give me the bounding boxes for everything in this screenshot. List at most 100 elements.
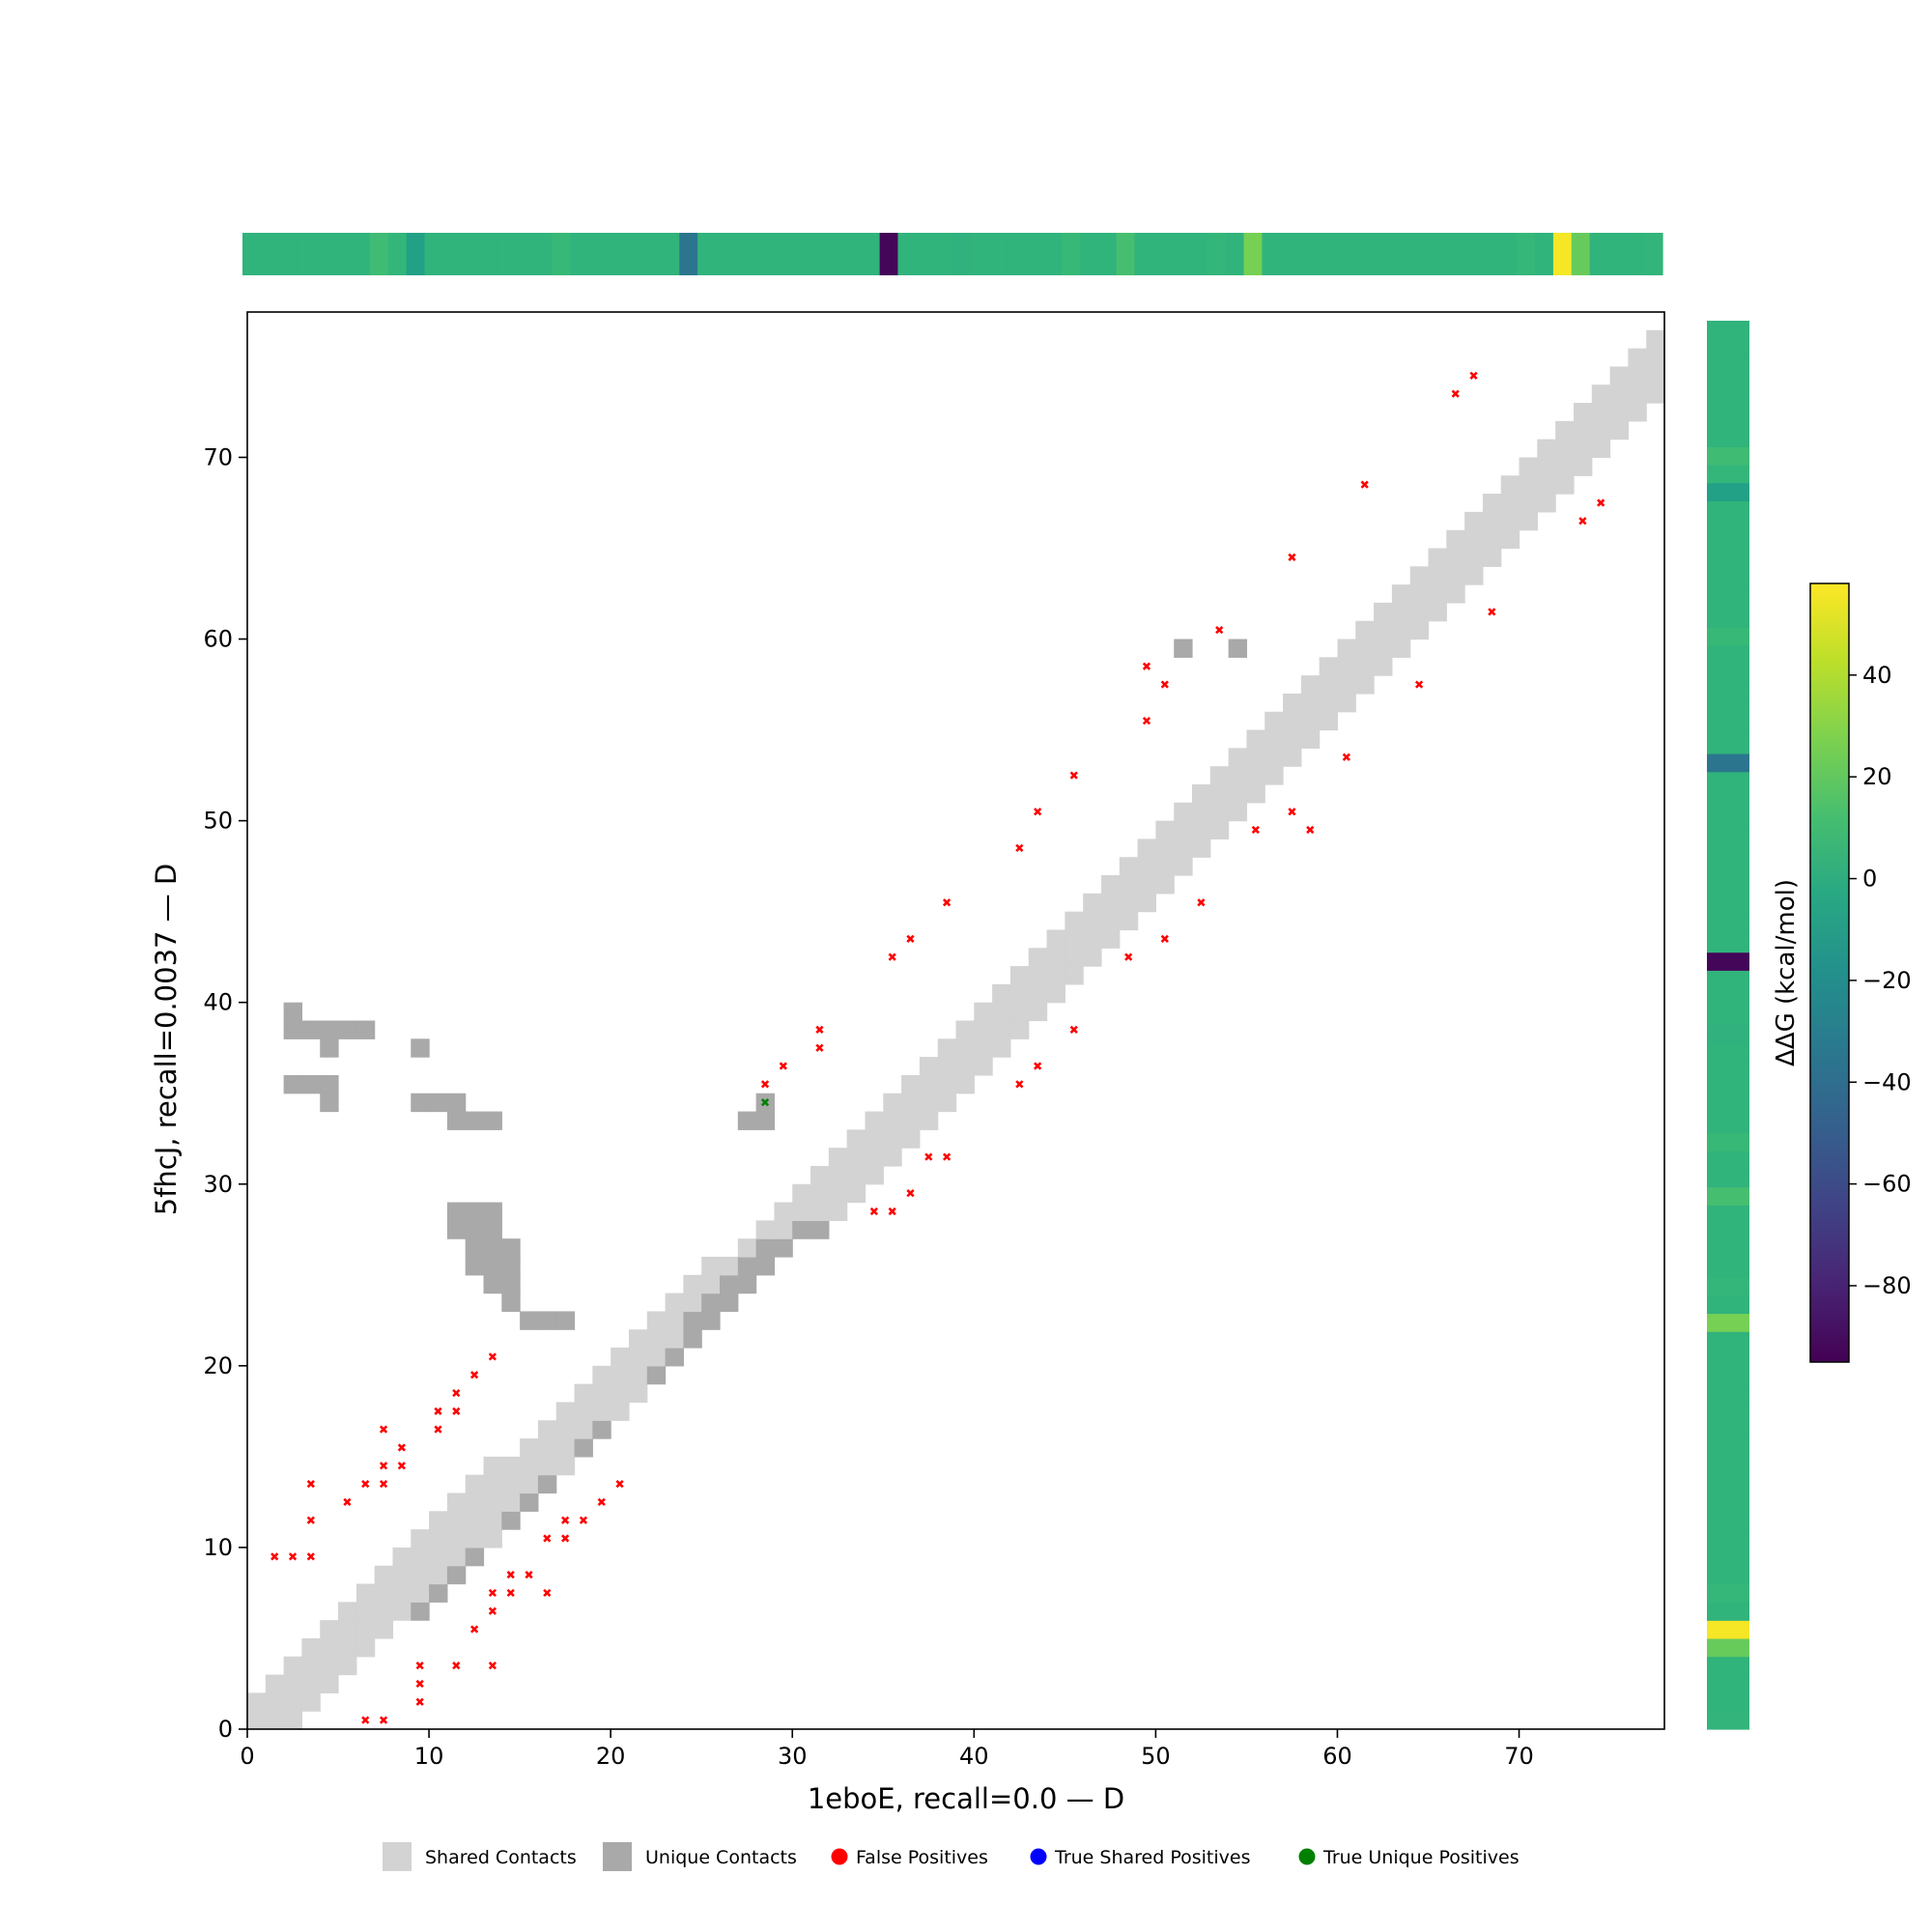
legend-label: Shared Contacts	[425, 1847, 577, 1868]
unique-contact-cell	[592, 1420, 611, 1439]
false-positive-marker	[415, 1679, 424, 1689]
unique-contact-cell	[320, 1020, 339, 1039]
ddg-right-cell	[1707, 844, 1749, 864]
ddg-top-cell	[533, 233, 553, 275]
shared-contact-cell	[301, 1656, 321, 1676]
shared-contact-cell	[1591, 439, 1611, 459]
shared-contact-cell	[883, 1129, 902, 1149]
shared-contact-cell	[883, 1148, 902, 1167]
shared-contact-cell	[429, 1565, 448, 1585]
ddg-top-cell	[1298, 233, 1318, 275]
shared-contact-cell	[992, 1020, 1011, 1039]
shared-contact-cell	[919, 1057, 939, 1076]
shared-contact-cell	[1137, 893, 1156, 913]
shared-contact-cell	[1100, 911, 1121, 931]
shared-contact-cell	[1028, 983, 1048, 1004]
shared-contact-cell	[955, 1057, 975, 1076]
shared-contact-cell	[392, 1565, 412, 1585]
shared-contact-cell	[574, 1402, 593, 1421]
shared-contact-cell	[1009, 1002, 1030, 1022]
ddg-top-cell	[1498, 233, 1518, 275]
ddg-right-cell	[1707, 1260, 1749, 1279]
false-positive-marker	[888, 952, 896, 961]
ddg-top-cell	[424, 233, 443, 275]
shared-contact-cell	[1628, 403, 1647, 422]
ddg-right-cell	[1707, 591, 1749, 611]
shared-contact-cell	[1319, 693, 1339, 713]
shared-contact-cell	[1083, 929, 1102, 949]
shared-contact-cell	[865, 1165, 884, 1185]
unique-contact-cell	[411, 1038, 430, 1058]
colorbar-tick-label: −80	[1862, 1272, 1912, 1299]
shared-contact-cell	[992, 1038, 1011, 1058]
false-positive-marker	[506, 1588, 515, 1598]
unique-contact-cell	[720, 1274, 739, 1294]
shared-contact-cell	[1355, 675, 1375, 695]
ddg-top-cell	[642, 233, 663, 275]
false-positive-marker	[1469, 371, 1478, 380]
unique-contact-cell	[1174, 639, 1193, 658]
shared-contact-cell	[1300, 711, 1321, 731]
shared-contact-cell	[555, 1402, 576, 1421]
marker-layer	[270, 371, 1605, 1724]
shared-contact-cell	[1555, 420, 1575, 440]
shared-contact-cell	[611, 1365, 630, 1385]
ddg-top-cell	[497, 233, 517, 275]
ddg-top-cell	[1389, 233, 1408, 275]
false-positive-marker	[506, 1571, 515, 1579]
false-positive-marker	[615, 1479, 624, 1489]
ddg-right-cell	[1707, 627, 1749, 647]
shared-contact-cell	[1482, 529, 1502, 550]
ddg-right-cell	[1707, 1061, 1749, 1080]
false-positive-marker	[379, 1425, 388, 1434]
shared-contact-cell	[1100, 929, 1121, 949]
ddg-top-cell	[387, 233, 408, 275]
ddg-right-cell	[1707, 338, 1749, 357]
unique-contact-cell	[429, 1583, 448, 1603]
ddg-right-cell	[1707, 772, 1749, 791]
ddg-top-cell	[1007, 233, 1026, 275]
ddg-top-cell	[1352, 233, 1373, 275]
ddg-right-cell	[1707, 537, 1749, 556]
shared-contact-cell	[865, 1111, 884, 1130]
false-positive-marker	[906, 934, 915, 943]
shared-contact-cell	[483, 1456, 502, 1476]
shared-contact-cell	[1065, 966, 1084, 985]
unique-contact-cell	[483, 1111, 502, 1130]
unique-contact-cell	[465, 1202, 485, 1221]
shared-contact-cell	[1209, 784, 1230, 804]
ddg-top-cell	[897, 233, 917, 275]
unique-contact-cell	[283, 1020, 303, 1039]
unique-contact-cell	[755, 1111, 776, 1130]
shared-contact-cell	[446, 1529, 467, 1548]
shared-contact-cell	[465, 1474, 485, 1494]
shared-contact-cell	[865, 1148, 884, 1167]
shared-contact-cell	[1591, 403, 1611, 422]
unique-contact-cell	[701, 1293, 721, 1313]
ddg-right-cell	[1707, 934, 1749, 953]
shared-contact-cell	[1028, 948, 1048, 967]
shared-contact-cell	[901, 1111, 921, 1130]
shared-contact-cell	[501, 1474, 521, 1494]
shared-contact-cell	[846, 1165, 867, 1185]
ddg-right-cell	[1707, 1151, 1749, 1171]
shared-contact-cell	[501, 1456, 521, 1476]
ddg-top-cell	[1116, 233, 1136, 275]
shared-contact-cell	[628, 1383, 648, 1404]
shared-contact-cell	[1446, 529, 1465, 550]
false-positive-marker	[543, 1534, 552, 1543]
false-positive-marker	[1414, 680, 1424, 689]
shared-contact-cell	[1246, 748, 1265, 767]
shared-contact-cell	[1628, 384, 1647, 404]
ddg-top-cell	[1462, 233, 1482, 275]
ddg-right-cell	[1707, 321, 1749, 340]
ddg-right-cell	[1707, 1025, 1749, 1044]
ddg-right-cell	[1707, 645, 1749, 665]
shared-contact-cell	[1209, 766, 1230, 785]
false-positive-marker	[1197, 898, 1206, 907]
shared-contact-cell	[1119, 911, 1139, 931]
unique-contact-cell	[520, 1311, 539, 1330]
ddg-top-cell	[588, 233, 608, 275]
shared-contact-cell	[1628, 366, 1647, 385]
shared-contact-cell	[374, 1565, 394, 1585]
